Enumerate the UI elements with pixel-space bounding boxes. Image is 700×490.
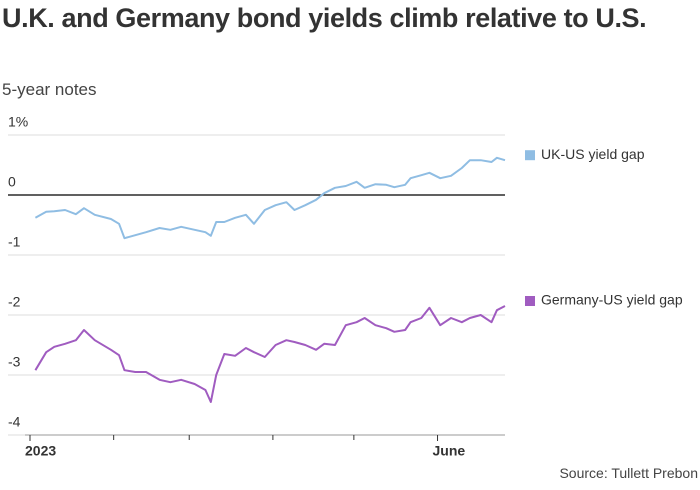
series-line <box>34 305 506 403</box>
chart-subtitle: 5-year notes <box>2 80 97 99</box>
legend-label: UK-US yield gap <box>541 146 645 162</box>
x-tick-label: 2023 <box>25 443 56 459</box>
legend-swatch <box>525 150 535 161</box>
x-tick-label: June <box>433 443 466 459</box>
y-tick-label: -3 <box>8 354 21 370</box>
y-tick-label: -4 <box>8 414 21 430</box>
y-tick-label: 1% <box>8 114 28 130</box>
y-tick-label: 0 <box>8 174 16 190</box>
chart-title: U.K. and Germany bond yields climb relat… <box>2 3 647 33</box>
legend-swatch <box>525 296 535 306</box>
legend-label: Germany-US yield gap <box>541 292 683 308</box>
y-tick-label: -2 <box>8 294 21 310</box>
series-line <box>34 156 506 240</box>
source-note: Source: Tullett Prebon <box>559 465 698 481</box>
y-tick-label: -1 <box>8 234 21 250</box>
